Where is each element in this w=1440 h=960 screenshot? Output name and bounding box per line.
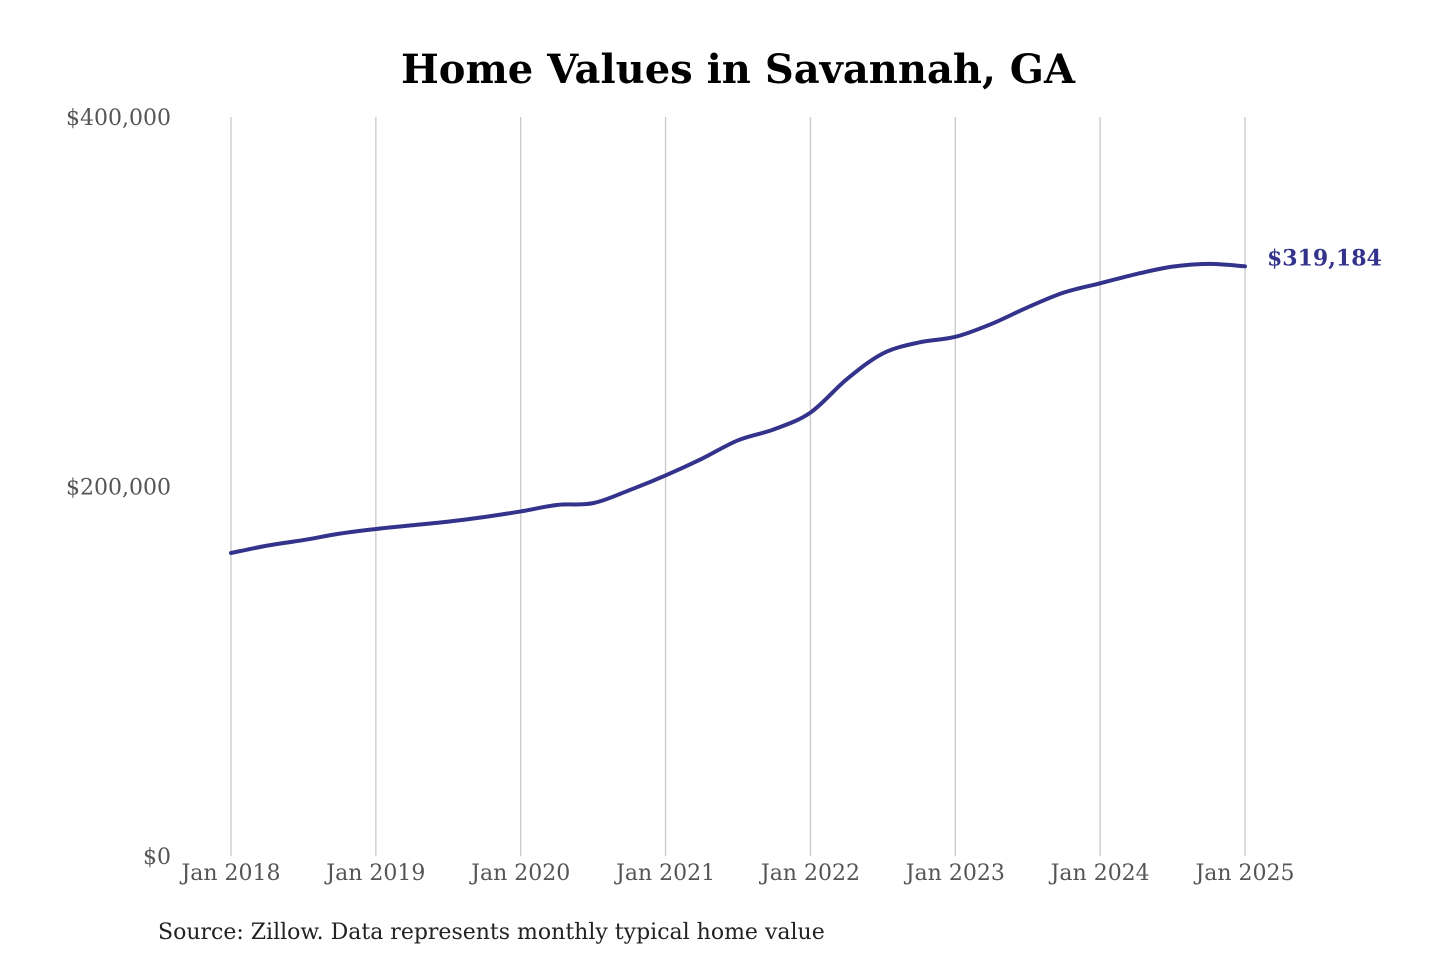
x-tick-label: Jan 2019 — [324, 861, 425, 886]
y-tick-label: $400,000 — [66, 106, 171, 131]
x-tick-label: Jan 2022 — [759, 861, 860, 886]
chart-title: Home Values in Savannah, GA — [401, 46, 1076, 93]
x-tick-label: Jan 2023 — [904, 861, 1005, 886]
x-tick-label: Jan 2025 — [1193, 861, 1294, 886]
series-group: $319,184 — [229, 245, 1382, 556]
y-tick-label: $200,000 — [66, 476, 171, 501]
gridlines — [230, 117, 1246, 856]
end-value-label: $319,184 — [1267, 245, 1382, 271]
source-note: Source: Zillow. Data represents monthly … — [158, 920, 825, 945]
x-tick-label: Jan 2018 — [179, 861, 280, 886]
x-tick-label: Jan 2020 — [469, 861, 570, 886]
x-tick-label: Jan 2021 — [614, 861, 715, 886]
x-axis-ticks: Jan 2018 Jan 2019 Jan 2020 Jan 2021 Jan 2022… — [179, 861, 1294, 886]
series-line-0 — [229, 261, 1247, 556]
y-axis-ticks: $0 $200,000 $400,000 — [66, 106, 171, 870]
x-tick-label: Jan 2024 — [1049, 861, 1150, 886]
y-tick-label: $0 — [143, 845, 171, 870]
